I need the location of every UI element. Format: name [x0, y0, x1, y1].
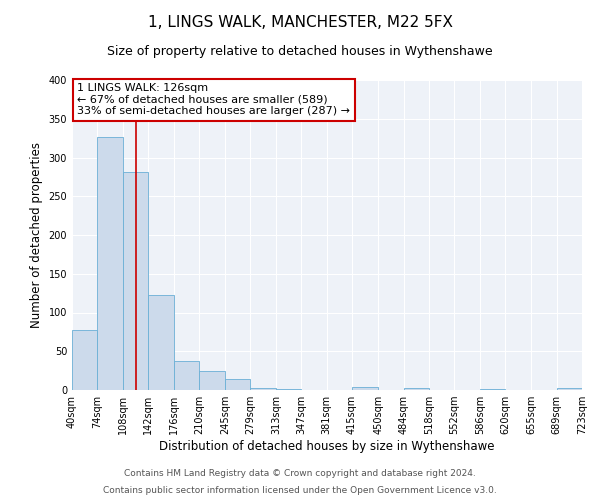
Text: 1, LINGS WALK, MANCHESTER, M22 5FX: 1, LINGS WALK, MANCHESTER, M22 5FX [148, 15, 452, 30]
Bar [276, 389, 301, 390]
Bar [199, 370, 225, 390]
X-axis label: Distribution of detached houses by size in Wythenshawe: Distribution of detached houses by size … [159, 440, 495, 453]
Text: 1 LINGS WALK: 126sqm
← 67% of detached houses are smaller (589)
33% of semi-deta: 1 LINGS WALK: 126sqm ← 67% of detached h… [77, 83, 350, 116]
Bar [72, 330, 97, 390]
Bar [148, 296, 173, 390]
Y-axis label: Number of detached properties: Number of detached properties [30, 142, 43, 328]
Bar [557, 388, 582, 390]
Bar [404, 388, 429, 390]
Bar [123, 172, 148, 390]
Text: Size of property relative to detached houses in Wythenshawe: Size of property relative to detached ho… [107, 45, 493, 58]
Bar [173, 362, 199, 390]
Bar [352, 387, 378, 390]
Bar [250, 388, 276, 390]
Bar [97, 136, 123, 390]
Bar [225, 379, 250, 390]
Bar [480, 389, 505, 390]
Text: Contains HM Land Registry data © Crown copyright and database right 2024.: Contains HM Land Registry data © Crown c… [124, 468, 476, 477]
Text: Contains public sector information licensed under the Open Government Licence v3: Contains public sector information licen… [103, 486, 497, 495]
